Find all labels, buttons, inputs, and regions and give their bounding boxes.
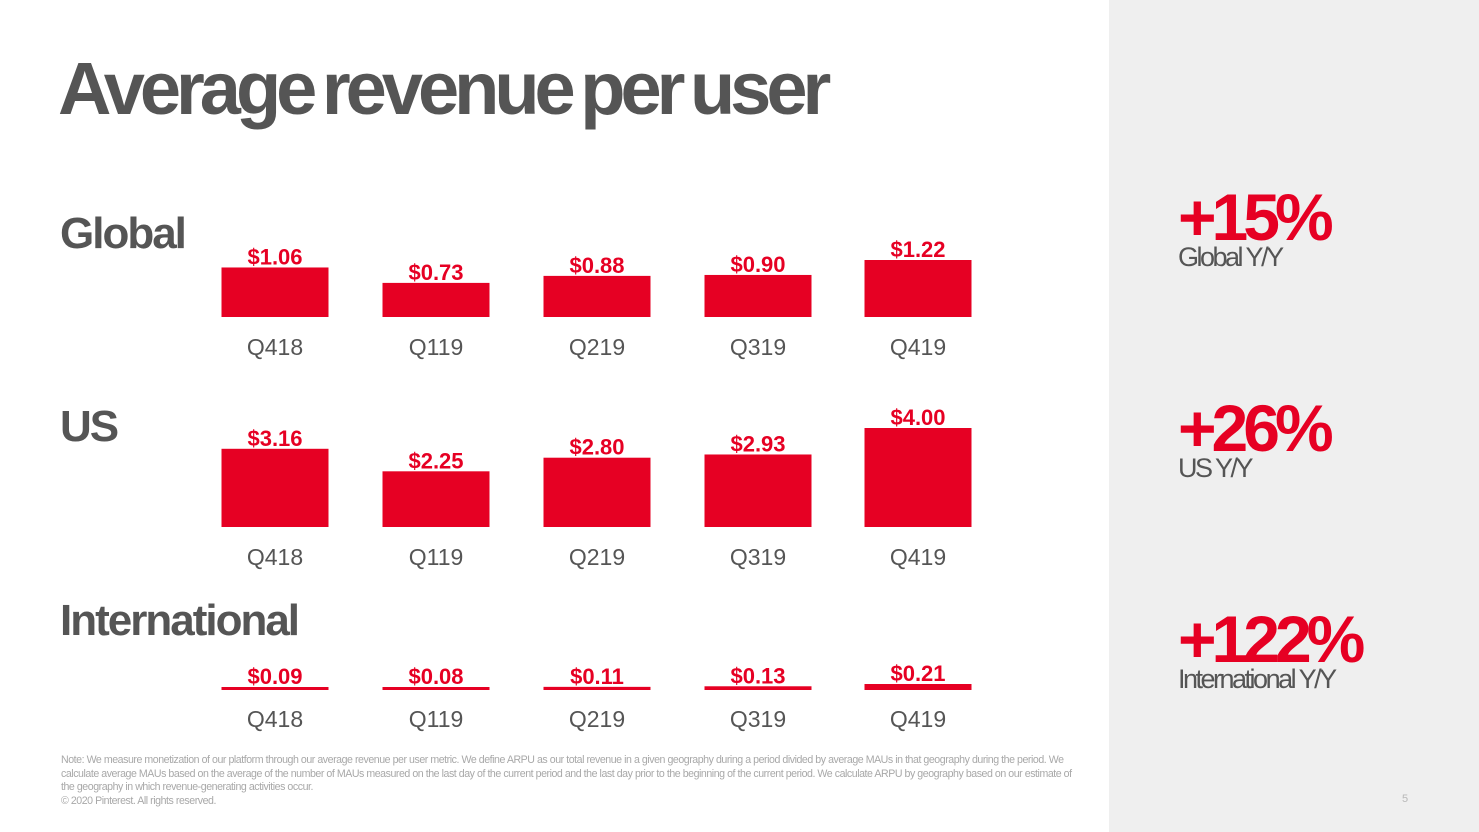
bar-global-q219 [543, 275, 651, 317]
category-label-global-q419: Q419 [890, 334, 946, 360]
kpi-us: +26% US Y/Y [1178, 391, 1334, 483]
bar-us-q319 [704, 454, 812, 527]
kpi-global: +15% Global Y/Y [1178, 180, 1334, 272]
value-label-global-q418: $1.06 [247, 244, 302, 269]
category-label-international-q319: Q319 [730, 706, 786, 732]
bar-us-q418 [221, 448, 329, 527]
section-label-international: International [60, 596, 300, 645]
value-label-us-q418: $3.16 [247, 426, 302, 451]
bar-us-q119 [382, 471, 490, 527]
bar-international-q119 [382, 687, 490, 690]
value-label-international-q119: $0.08 [408, 664, 463, 689]
value-label-international-q219: $0.11 [570, 664, 624, 689]
chart-international: $0.09 Q418 $0.08 Q119 $0.11 Q219 $0.13 Q319 $0.2… [221, 661, 972, 732]
arpu-bar-charts: $1.06 Q418 $0.73 Q119 $0.88 Q219 $0.90 Q319 $1.2… [221, 237, 972, 732]
category-label-us-q418: Q418 [247, 544, 303, 570]
kpi-global-value: +15% [1178, 180, 1334, 254]
value-label-global-q419: $1.22 [890, 237, 945, 262]
bar-global-q119 [382, 282, 490, 317]
page-title: Average revenue per user [58, 47, 831, 130]
category-label-international-q419: Q419 [890, 706, 946, 732]
kpi-side-panel [1109, 0, 1479, 832]
kpi-global-label: Global Y/Y [1178, 242, 1284, 272]
kpi-international-value: +122% [1178, 602, 1365, 676]
value-label-us-q319: $2.93 [730, 431, 785, 456]
bar-global-q419 [864, 260, 972, 317]
kpi-us-label: US Y/Y [1178, 453, 1254, 483]
category-label-us-q319: Q319 [730, 544, 786, 570]
footnote-copyright: © 2020 Pinterest. All rights reserved. [61, 794, 216, 807]
kpi-us-value: +26% [1178, 391, 1334, 465]
value-label-global-q219: $0.88 [569, 253, 624, 278]
value-label-international-q418: $0.09 [247, 664, 302, 689]
value-label-us-q119: $2.25 [408, 448, 463, 473]
kpi-international-label: International Y/Y [1178, 664, 1337, 694]
section-label-us: US [60, 402, 119, 451]
category-label-global-q319: Q319 [730, 334, 786, 360]
category-label-international-q418: Q418 [247, 706, 303, 732]
category-label-global-q418: Q418 [247, 334, 303, 360]
category-label-international-q119: Q119 [409, 706, 464, 732]
bar-us-q219 [543, 457, 651, 527]
category-label-us-q119: Q119 [409, 544, 464, 570]
bar-us-q419 [864, 428, 972, 527]
category-label-international-q219: Q219 [569, 706, 625, 732]
value-label-international-q319: $0.13 [730, 663, 785, 688]
bar-international-q418 [221, 687, 329, 690]
category-label-global-q119: Q119 [409, 334, 464, 360]
chart-global: $1.06 Q418 $0.73 Q119 $0.88 Q219 $0.90 Q319 $1.2… [221, 237, 972, 360]
category-label-us-q219: Q219 [569, 544, 625, 570]
bar-international-q419 [864, 684, 972, 690]
kpi-international: +122% International Y/Y [1178, 602, 1365, 694]
footnote: Note: We measure monetization of our pla… [61, 754, 1076, 808]
footnote-note: Note: We measure monetization of our pla… [61, 754, 1072, 793]
page-number: 5 [1402, 793, 1409, 805]
bar-international-q319 [704, 686, 812, 690]
bar-global-q319 [704, 274, 812, 317]
bar-global-q418 [221, 267, 329, 317]
category-label-global-q219: Q219 [569, 334, 625, 360]
category-label-us-q419: Q419 [890, 544, 946, 570]
section-label-global: Global [60, 209, 187, 258]
chart-us: $3.16 Q418 $2.25 Q119 $2.80 Q219 $2.93 Q319 $4.0… [221, 405, 972, 570]
value-label-global-q319: $0.90 [730, 252, 785, 277]
value-label-us-q419: $4.00 [890, 405, 945, 430]
value-label-international-q419: $0.21 [890, 661, 945, 686]
value-label-us-q219: $2.80 [569, 435, 624, 460]
bar-international-q219 [543, 686, 651, 690]
value-label-global-q119: $0.73 [408, 260, 463, 285]
